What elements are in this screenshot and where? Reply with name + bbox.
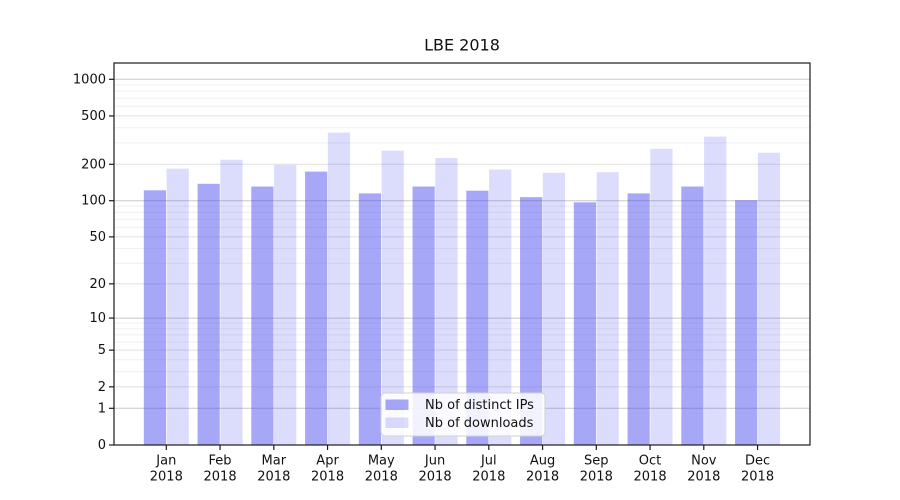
x-axis-tick-label-month: Aug [530, 454, 555, 469]
bar-downloads [489, 169, 512, 445]
y-axis-tick-label: 200 [81, 157, 106, 172]
bar-distinct-ips [520, 197, 543, 445]
bar-downloads [274, 164, 297, 445]
bar-distinct-ips [412, 186, 435, 445]
y-axis-tick-label: 20 [89, 277, 106, 292]
y-axis-tick-label: 1000 [73, 72, 106, 87]
legend-swatch-distinct-ips [385, 399, 409, 410]
x-axis-tick-label-year: 2018 [365, 470, 398, 485]
bar-downloads [704, 136, 727, 445]
bar-downloads [650, 148, 673, 445]
x-axis-tick-label-month: Sep [584, 454, 609, 469]
x-axis-tick-label-year: 2018 [150, 470, 183, 485]
x-axis-tick-label-month: Jun [424, 454, 445, 469]
x-axis-tick-label-year: 2018 [687, 470, 720, 485]
y-axis-tick-label: 10 [89, 311, 106, 326]
legend-label-distinct-ips: Nb of distinct IPs [425, 398, 534, 413]
x-axis-tick-label-year: 2018 [741, 470, 774, 485]
x-axis-tick-label-year: 2018 [257, 470, 290, 485]
x-axis-tick-label-year: 2018 [472, 470, 505, 485]
bar-downloads [596, 172, 619, 445]
legend-label-downloads: Nb of downloads [425, 416, 534, 431]
x-axis-tick-label-year: 2018 [419, 470, 452, 485]
bar-downloads [757, 152, 781, 445]
bar-downloads [327, 132, 351, 445]
x-axis-tick-label-year: 2018 [580, 470, 613, 485]
y-axis-tick-label: 2 [98, 380, 106, 395]
x-axis-tick-label-month: Oct [639, 454, 661, 469]
x-axis-tick-label-month: Dec [745, 454, 770, 469]
bar-downloads [166, 168, 189, 445]
x-axis-tick-label-month: Mar [262, 454, 287, 469]
x-axis-tick-label-year: 2018 [526, 470, 559, 485]
y-axis-tick-label: 500 [81, 109, 106, 124]
y-axis-tick-label: 100 [81, 194, 106, 209]
bar-distinct-ips [143, 190, 166, 445]
bar-downloads [542, 172, 566, 445]
x-axis-tick-label-year: 2018 [311, 470, 344, 485]
chart-title: LBE 2018 [424, 36, 500, 55]
bar-distinct-ips [358, 193, 381, 445]
bar-distinct-ips [251, 186, 274, 445]
bar-distinct-ips [573, 202, 596, 445]
x-axis-tick-label-year: 2018 [204, 470, 237, 485]
legend-box [380, 392, 546, 437]
bar-distinct-ips [305, 171, 328, 445]
x-axis-tick-label-month: Feb [209, 454, 232, 469]
bar-downloads [381, 150, 404, 445]
bar-distinct-ips [735, 200, 758, 445]
bar-distinct-ips [627, 193, 650, 445]
bar-downloads [220, 159, 243, 445]
y-axis-tick-label: 1 [98, 401, 106, 416]
x-axis-tick-label-month: Nov [691, 454, 717, 469]
y-axis-tick-label: 50 [89, 230, 106, 245]
x-axis-tick-label-month: Jul [480, 454, 497, 469]
bar-distinct-ips [466, 190, 489, 445]
x-axis-tick-label-month: Jan [155, 454, 176, 469]
bar-distinct-ips [197, 183, 220, 445]
legend-swatch-downloads [385, 417, 409, 428]
bar-distinct-ips [681, 186, 704, 445]
bar-downloads [435, 158, 458, 446]
plot-frame [113, 62, 811, 446]
x-axis-tick-label-month: Apr [316, 454, 339, 469]
y-axis-tick-label: 0 [98, 438, 106, 453]
x-axis-tick-label-year: 2018 [634, 470, 667, 485]
y-axis-tick-label: 5 [98, 343, 106, 358]
x-axis-tick-label-month: May [368, 454, 395, 469]
